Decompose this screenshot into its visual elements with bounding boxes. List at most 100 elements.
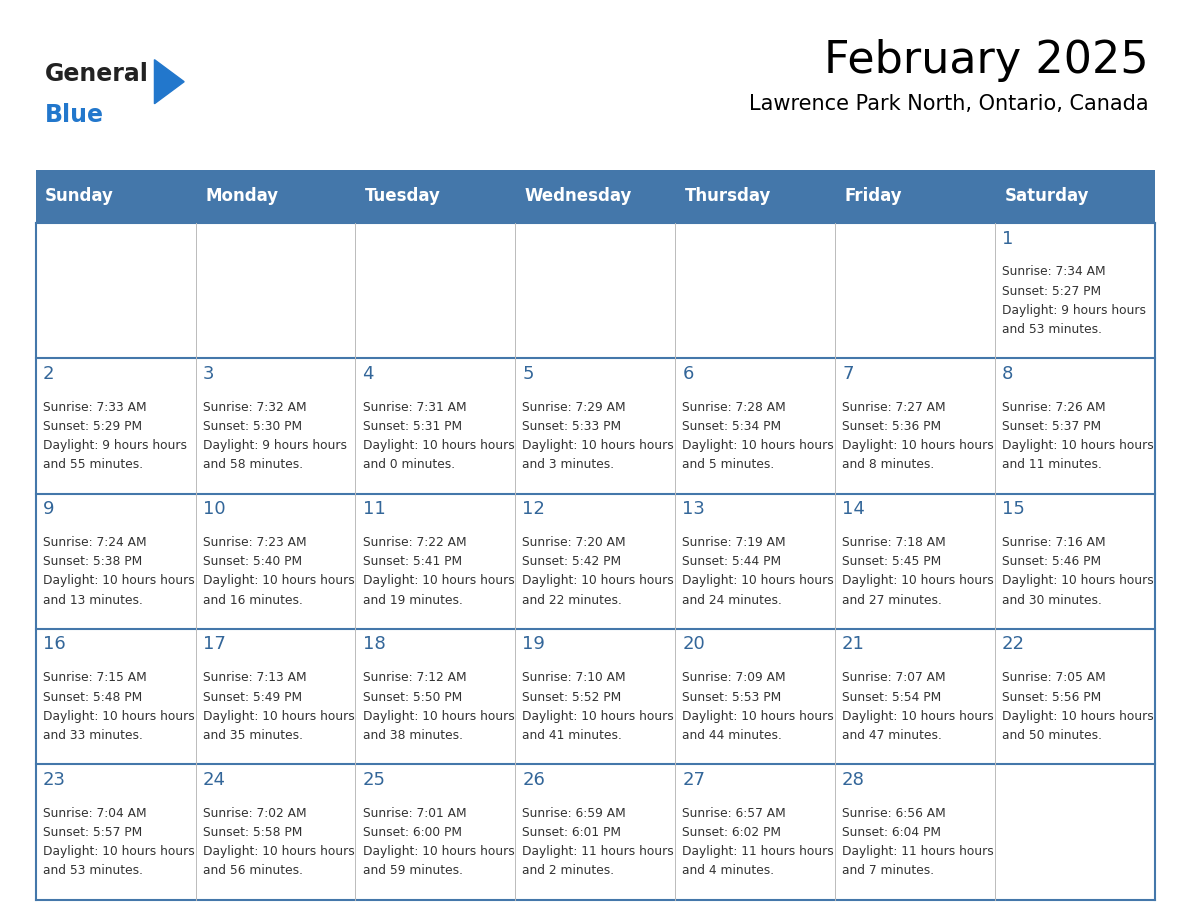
Text: Sunrise: 7:24 AM: Sunrise: 7:24 AM [43,536,146,549]
Text: 8: 8 [1001,364,1013,383]
Bar [835,494,994,629]
Text: 20: 20 [682,635,704,654]
Text: and 16 minutes.: and 16 minutes. [203,594,303,607]
Bar [355,358,516,494]
Text: 1: 1 [1001,230,1013,248]
Text: Sunrise: 6:56 AM: Sunrise: 6:56 AM [842,807,946,820]
Text: Wednesday: Wednesday [525,187,632,206]
Text: Daylight: 10 hours hours: Daylight: 10 hours hours [203,575,354,588]
Text: and 30 minutes.: and 30 minutes. [1001,594,1101,607]
Text: and 35 minutes.: and 35 minutes. [203,729,303,742]
Text: Daylight: 10 hours hours: Daylight: 10 hours hours [43,845,195,858]
Text: Sunrise: 6:57 AM: Sunrise: 6:57 AM [682,807,786,820]
Text: Sunset: 6:00 PM: Sunset: 6:00 PM [362,826,461,839]
Text: Sunrise: 7:34 AM: Sunrise: 7:34 AM [1001,265,1106,278]
Text: Sunset: 6:02 PM: Sunset: 6:02 PM [682,826,782,839]
Text: Sunset: 5:49 PM: Sunset: 5:49 PM [203,690,302,703]
Text: Sunrise: 7:20 AM: Sunrise: 7:20 AM [523,536,626,549]
Text: Sunset: 5:53 PM: Sunset: 5:53 PM [682,690,782,703]
Text: and 55 minutes.: and 55 minutes. [43,458,143,472]
Text: Sunrise: 7:07 AM: Sunrise: 7:07 AM [842,671,946,684]
Bar [196,765,355,900]
Bar [994,494,1155,629]
Text: Daylight: 10 hours hours: Daylight: 10 hours hours [682,439,834,453]
Text: Sunset: 5:52 PM: Sunset: 5:52 PM [523,690,621,703]
Text: Daylight: 10 hours hours: Daylight: 10 hours hours [1001,575,1154,588]
Text: Daylight: 10 hours hours: Daylight: 10 hours hours [523,575,674,588]
Bar [516,629,675,765]
Bar [355,629,516,765]
Text: Sunrise: 6:59 AM: Sunrise: 6:59 AM [523,807,626,820]
Text: and 19 minutes.: and 19 minutes. [362,594,462,607]
Text: Daylight: 10 hours hours: Daylight: 10 hours hours [203,710,354,722]
Text: 27: 27 [682,771,706,789]
Bar [516,223,675,358]
Text: Sunset: 5:31 PM: Sunset: 5:31 PM [362,420,462,433]
Text: 2: 2 [43,364,55,383]
Text: Sunrise: 7:16 AM: Sunrise: 7:16 AM [1001,536,1106,549]
Text: and 22 minutes.: and 22 minutes. [523,594,623,607]
Text: Daylight: 10 hours hours: Daylight: 10 hours hours [362,710,514,722]
Text: Sunrise: 7:12 AM: Sunrise: 7:12 AM [362,671,466,684]
Text: Sunrise: 7:32 AM: Sunrise: 7:32 AM [203,400,307,414]
Bar [36,765,196,900]
Text: Sunset: 5:54 PM: Sunset: 5:54 PM [842,690,941,703]
Text: Daylight: 10 hours hours: Daylight: 10 hours hours [43,710,195,722]
Text: Daylight: 10 hours hours: Daylight: 10 hours hours [523,439,674,453]
Text: 9: 9 [43,500,55,518]
Text: 13: 13 [682,500,706,518]
Text: and 56 minutes.: and 56 minutes. [203,865,303,878]
Text: Sunrise: 7:19 AM: Sunrise: 7:19 AM [682,536,786,549]
Text: Daylight: 9 hours hours: Daylight: 9 hours hours [43,439,187,453]
Text: Sunrise: 7:01 AM: Sunrise: 7:01 AM [362,807,466,820]
Text: Sunday: Sunday [45,187,114,206]
Text: 24: 24 [203,771,226,789]
Text: Sunrise: 7:05 AM: Sunrise: 7:05 AM [1001,671,1106,684]
Text: Sunset: 5:50 PM: Sunset: 5:50 PM [362,690,462,703]
Text: 21: 21 [842,635,865,654]
Text: and 4 minutes.: and 4 minutes. [682,865,775,878]
Text: Sunset: 5:27 PM: Sunset: 5:27 PM [1001,285,1101,297]
Bar [36,223,196,358]
Text: and 13 minutes.: and 13 minutes. [43,594,143,607]
Text: Sunrise: 7:31 AM: Sunrise: 7:31 AM [362,400,466,414]
Text: 10: 10 [203,500,226,518]
Text: Daylight: 10 hours hours: Daylight: 10 hours hours [682,575,834,588]
Bar [36,494,196,629]
Bar [675,358,835,494]
Text: Sunset: 5:45 PM: Sunset: 5:45 PM [842,555,941,568]
Text: Thursday: Thursday [684,187,771,206]
Text: Sunrise: 7:22 AM: Sunrise: 7:22 AM [362,536,466,549]
Text: Daylight: 10 hours hours: Daylight: 10 hours hours [362,845,514,858]
Text: Daylight: 10 hours hours: Daylight: 10 hours hours [1001,710,1154,722]
Text: 18: 18 [362,635,385,654]
Text: Friday: Friday [845,187,902,206]
Text: Sunset: 6:04 PM: Sunset: 6:04 PM [842,826,941,839]
Text: 7: 7 [842,364,854,383]
Bar [516,358,675,494]
Text: Sunset: 5:29 PM: Sunset: 5:29 PM [43,420,141,433]
Text: Sunset: 5:34 PM: Sunset: 5:34 PM [682,420,782,433]
Text: and 58 minutes.: and 58 minutes. [203,458,303,472]
Text: Sunset: 5:37 PM: Sunset: 5:37 PM [1001,420,1101,433]
Text: 14: 14 [842,500,865,518]
Text: 4: 4 [362,364,374,383]
Text: Daylight: 10 hours hours: Daylight: 10 hours hours [43,575,195,588]
Text: and 27 minutes.: and 27 minutes. [842,594,942,607]
Text: Sunrise: 7:04 AM: Sunrise: 7:04 AM [43,807,146,820]
Bar [196,494,355,629]
Bar [36,358,196,494]
Text: Sunrise: 7:26 AM: Sunrise: 7:26 AM [1001,400,1106,414]
Text: Daylight: 10 hours hours: Daylight: 10 hours hours [203,845,354,858]
Bar [835,223,994,358]
Text: 28: 28 [842,771,865,789]
Text: Sunrise: 7:29 AM: Sunrise: 7:29 AM [523,400,626,414]
Text: Sunrise: 7:13 AM: Sunrise: 7:13 AM [203,671,307,684]
Text: Sunrise: 7:09 AM: Sunrise: 7:09 AM [682,671,786,684]
Text: Daylight: 11 hours hours: Daylight: 11 hours hours [523,845,674,858]
Bar [196,223,355,358]
Text: 17: 17 [203,635,226,654]
Text: Sunset: 5:41 PM: Sunset: 5:41 PM [362,555,462,568]
Text: and 5 minutes.: and 5 minutes. [682,458,775,472]
Text: 23: 23 [43,771,65,789]
